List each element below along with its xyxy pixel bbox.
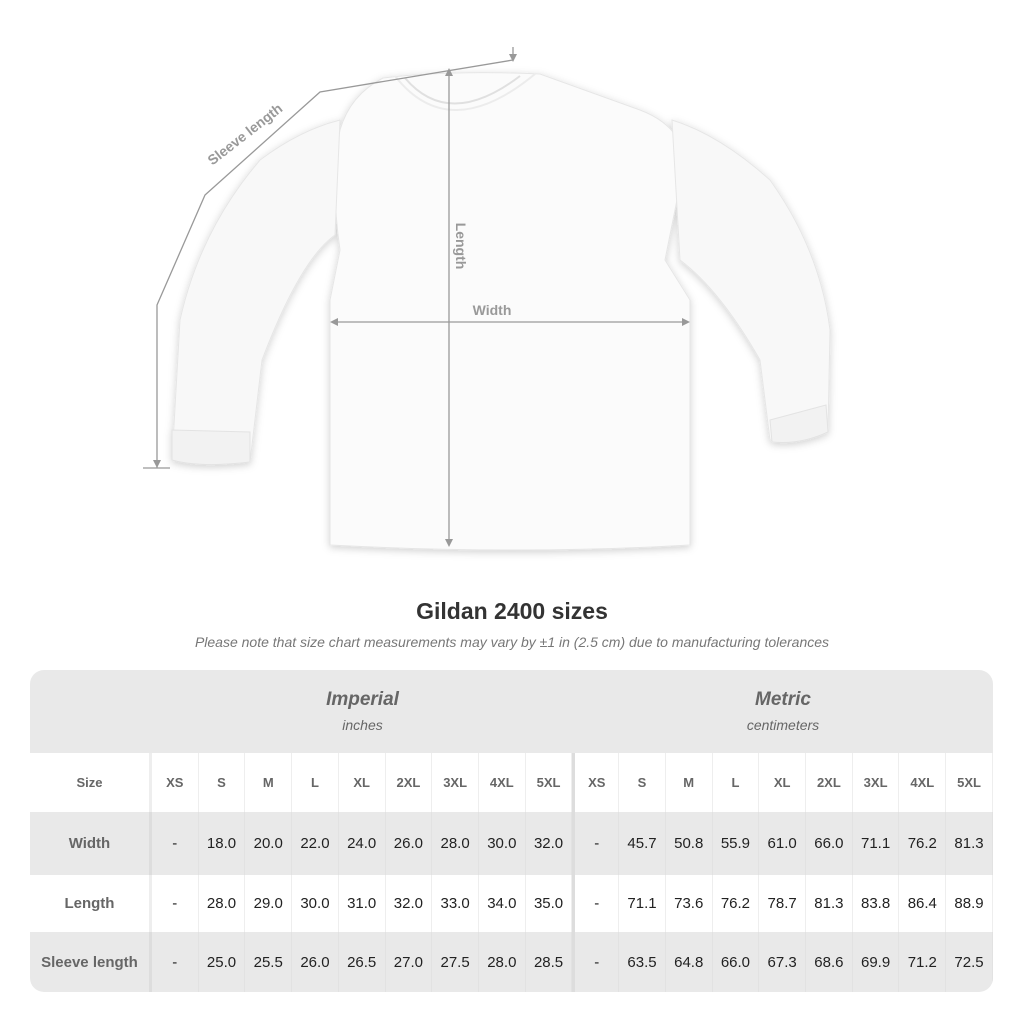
table-cell: XS xyxy=(572,753,620,812)
row-label: Width xyxy=(30,812,152,875)
length-label: Length xyxy=(453,223,469,270)
table-cell: 81.3 xyxy=(946,812,993,875)
table-cell: 30.0 xyxy=(292,875,339,932)
table-cell: 45.7 xyxy=(619,812,666,875)
table-cell: 28.5 xyxy=(526,932,573,992)
table-cell: 20.0 xyxy=(245,812,293,875)
table-cell: 22.0 xyxy=(292,812,339,875)
table-cell: 64.8 xyxy=(666,932,713,992)
table-cell: 86.4 xyxy=(899,875,947,932)
table-cell: XS xyxy=(152,753,199,812)
table-cell: 28.0 xyxy=(199,875,246,932)
table-cell: 55.9 xyxy=(713,812,760,875)
table-cell: 3XL xyxy=(853,753,900,812)
table-cell: 28.0 xyxy=(432,812,479,875)
metric-header: Metric centimeters xyxy=(573,670,993,753)
imperial-heading: Imperial xyxy=(326,689,399,710)
table-cell: M xyxy=(245,753,293,812)
table-cell: 32.0 xyxy=(386,875,433,932)
table-cell: 76.2 xyxy=(899,812,947,875)
table-cell: 27.5 xyxy=(432,932,479,992)
width-label: Width xyxy=(473,302,512,318)
table-cell: 81.3 xyxy=(806,875,853,932)
table-cell: 76.2 xyxy=(713,875,760,932)
table-cell: 68.6 xyxy=(806,932,853,992)
table-cell: - xyxy=(572,932,620,992)
table-cell: S xyxy=(619,753,666,812)
table-cell: 30.0 xyxy=(479,812,526,875)
table-cell: 25.5 xyxy=(245,932,293,992)
metric-unit: centimeters xyxy=(746,717,820,733)
table-cell: 5XL xyxy=(946,753,993,812)
table-cell: XL xyxy=(759,753,807,812)
size-table: Imperial inches Metric centimeters Size X… xyxy=(30,670,993,992)
table-cell: - xyxy=(572,875,620,932)
shirt-diagram: Sleeve length Length Width xyxy=(143,47,831,551)
table-cell: 50.8 xyxy=(666,812,713,875)
table-cell: 71.1 xyxy=(619,875,666,932)
table-cell: 35.0 xyxy=(526,875,573,932)
tolerance-note: Please note that size chart measurements… xyxy=(194,634,830,650)
table-cell: - xyxy=(152,932,199,992)
table-cell: 63.5 xyxy=(619,932,666,992)
table-cell: L xyxy=(292,753,339,812)
table-cell: 25.0 xyxy=(199,932,246,992)
table-row: Sleeve length -25.0 25.5 26.0 26.5 27.0 27.5 28… xyxy=(30,932,993,992)
metric-heading: Metric xyxy=(755,689,811,710)
table-cell: 67.3 xyxy=(759,932,807,992)
table-cell: 71.1 xyxy=(853,812,900,875)
table-cell: 4XL xyxy=(479,753,526,812)
table-cell: 61.0 xyxy=(759,812,807,875)
table-cell: - xyxy=(152,812,199,875)
table-row: Width -18.0 20.0 22.0 24.0 26.0 28.0 30.0 32.0-4… xyxy=(30,812,993,875)
table-cell: 5XL xyxy=(526,753,573,812)
table-cell: - xyxy=(572,812,620,875)
table-cell: 66.0 xyxy=(806,812,853,875)
size-header-row: Size XS S M L XL 2XL 3XL 4XL 5XL XS S M L XL 2XL 3XL 4XL 5… xyxy=(30,753,993,812)
table-cell: 73.6 xyxy=(666,875,713,932)
table-cell: 2XL xyxy=(386,753,433,812)
table-cell: 71.2 xyxy=(899,932,947,992)
table-cell: 72.5 xyxy=(946,932,993,992)
table-cell: 24.0 xyxy=(339,812,386,875)
table-cell: 26.0 xyxy=(386,812,433,875)
row-label: Sleeve length xyxy=(30,932,152,992)
long-sleeve-shirt-image xyxy=(171,72,831,551)
table-cell: L xyxy=(713,753,760,812)
row-label: Size xyxy=(30,753,152,812)
table-cell: 32.0 xyxy=(526,812,573,875)
table-cell: 88.9 xyxy=(946,875,993,932)
row-label: Length xyxy=(30,875,152,932)
table-cell: 3XL xyxy=(432,753,479,812)
table-cell: 26.5 xyxy=(339,932,386,992)
imperial-header: Imperial inches xyxy=(152,670,573,753)
table-cell: 69.9 xyxy=(853,932,900,992)
table-cell: 4XL xyxy=(899,753,947,812)
table-cell: M xyxy=(666,753,713,812)
table-cell: S xyxy=(199,753,246,812)
imperial-unit: inches xyxy=(342,717,383,733)
table-cell: 34.0 xyxy=(479,875,526,932)
table-cell: 18.0 xyxy=(199,812,246,875)
table-cell: 29.0 xyxy=(245,875,293,932)
table-cell: 2XL xyxy=(806,753,853,812)
table-cell: 83.8 xyxy=(853,875,900,932)
table-cell: XL xyxy=(339,753,386,812)
table-cell: 28.0 xyxy=(479,932,526,992)
table-cell: 31.0 xyxy=(339,875,386,932)
page-title: Gildan 2400 sizes xyxy=(416,598,608,624)
table-cell: 33.0 xyxy=(432,875,479,932)
table-cell: 26.0 xyxy=(292,932,339,992)
table-cell: 27.0 xyxy=(386,932,433,992)
table-cell: 66.0 xyxy=(713,932,760,992)
table-cell: - xyxy=(152,875,199,932)
table-cell: 78.7 xyxy=(759,875,807,932)
arrowheads xyxy=(153,54,690,547)
table-row: Length -28.0 29.0 30.0 31.0 32.0 33.0 34.0 35.0-… xyxy=(30,875,993,932)
